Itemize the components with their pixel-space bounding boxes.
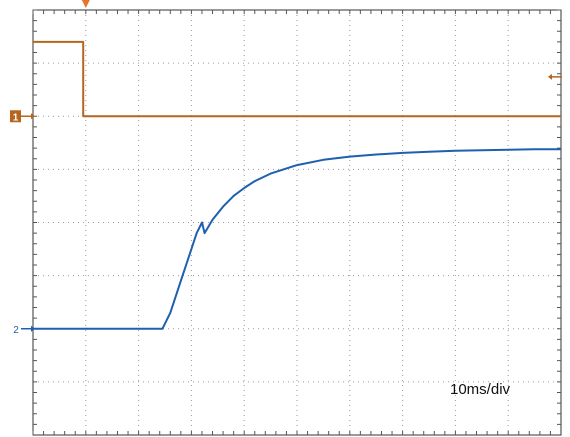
graticule bbox=[32, 9, 562, 436]
traces bbox=[33, 40, 561, 330]
channel-1-label: 1 bbox=[13, 112, 19, 123]
timebase-label: 10ms/div bbox=[450, 381, 511, 398]
trigger-position-icon bbox=[81, 0, 90, 8]
channel-markers: 12 bbox=[10, 0, 562, 336]
trace-channel-2 bbox=[33, 148, 561, 330]
channel-2-label: 2 bbox=[13, 325, 19, 336]
channel-2-arrow-icon bbox=[31, 325, 35, 332]
plot-frame bbox=[32, 9, 562, 436]
trace-channel-1 bbox=[33, 40, 561, 118]
trigger-level-icon bbox=[548, 73, 552, 80]
channel-1-marker bbox=[10, 110, 21, 123]
channel-1-arrow-icon bbox=[31, 113, 35, 120]
